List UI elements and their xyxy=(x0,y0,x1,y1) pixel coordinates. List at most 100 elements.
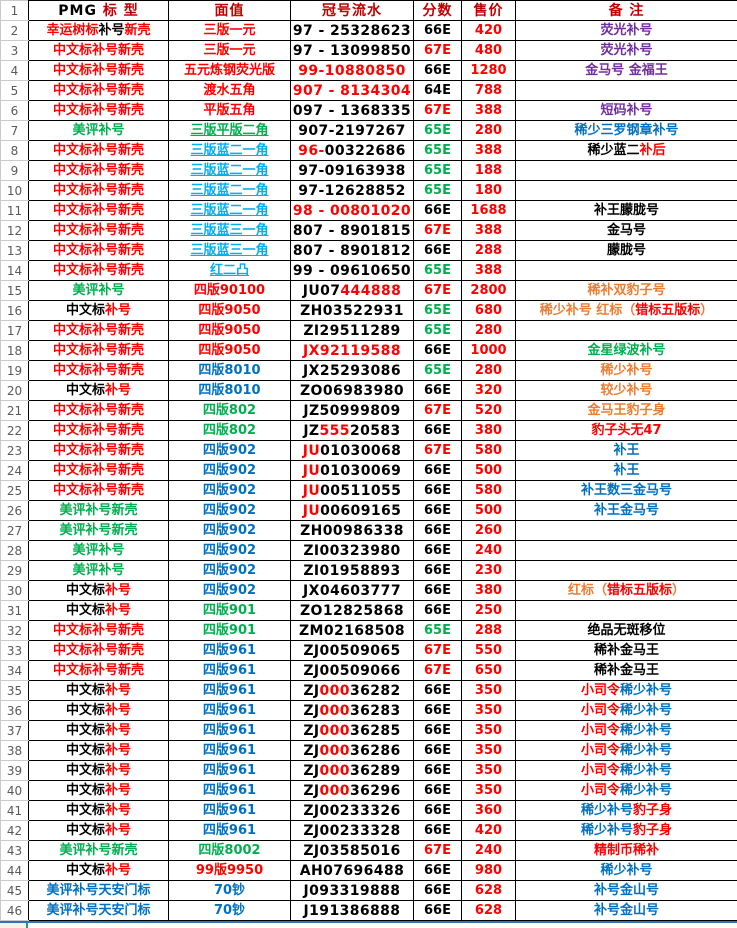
type-cell[interactable]: 中文标补号新壳 xyxy=(28,60,169,81)
denom-cell[interactable]: 四版8010 xyxy=(168,360,291,381)
row-number[interactable]: 8 xyxy=(0,140,29,161)
serial-cell[interactable]: ZJ00509066 xyxy=(290,660,414,681)
type-cell[interactable]: 美评补号 xyxy=(28,560,169,581)
price-cell[interactable]: 520 xyxy=(461,400,516,421)
score-cell[interactable]: 66E xyxy=(413,500,462,521)
type-cell[interactable]: 幸运树标补号新壳 xyxy=(28,20,169,41)
denom-cell[interactable]: 70钞 xyxy=(168,880,291,901)
type-cell[interactable]: 中文标补号 xyxy=(28,300,169,321)
serial-cell[interactable]: AH07696488 xyxy=(290,860,414,881)
denom-cell[interactable]: 四版961 xyxy=(168,800,291,821)
note-cell[interactable]: 荧光补号 xyxy=(515,20,737,41)
type-cell[interactable]: 中文标补号新壳 xyxy=(28,480,169,501)
price-cell[interactable]: 380 xyxy=(461,580,516,601)
denom-cell[interactable]: 四版961 xyxy=(168,680,291,701)
score-cell[interactable]: 66E xyxy=(413,880,462,901)
serial-cell[interactable]: ZO12825868 xyxy=(290,600,414,621)
score-cell[interactable]: 65E xyxy=(413,320,462,341)
denom-cell[interactable]: 红二凸 xyxy=(168,260,291,281)
denom-cell[interactable]: 四版902 xyxy=(168,500,291,521)
note-cell[interactable]: 小司令稀少补号 xyxy=(515,680,737,701)
score-cell[interactable]: 65E xyxy=(413,140,462,161)
price-cell[interactable]: 188 xyxy=(461,160,516,181)
row-number[interactable]: 41 xyxy=(0,800,29,821)
type-cell[interactable]: 美评补号 xyxy=(28,120,169,141)
row-number[interactable]: 24 xyxy=(0,460,29,481)
row-number[interactable]: 28 xyxy=(0,540,29,561)
note-cell[interactable] xyxy=(515,600,737,621)
note-cell[interactable]: 豹子头无47 xyxy=(515,420,737,441)
price-cell[interactable]: 580 xyxy=(461,440,516,461)
serial-cell[interactable]: ZJ00036283 xyxy=(290,700,414,721)
column-header-denom[interactable]: 面值 xyxy=(168,0,291,21)
denom-cell[interactable]: 99版9950 xyxy=(168,860,291,881)
price-cell[interactable]: 250 xyxy=(461,600,516,621)
price-cell[interactable]: 1688 xyxy=(461,200,516,221)
type-cell[interactable]: 中文标补号新壳 xyxy=(28,40,169,61)
note-cell[interactable]: 稀少补号豹子身 xyxy=(515,800,737,821)
price-cell[interactable]: 240 xyxy=(461,840,516,861)
price-cell[interactable]: 260 xyxy=(461,520,516,541)
price-cell[interactable]: 650 xyxy=(461,660,516,681)
column-header-price[interactable]: 售价 xyxy=(461,0,516,21)
denom-cell[interactable]: 平版五角 xyxy=(168,100,291,121)
type-cell[interactable]: 中文标补号新壳 xyxy=(28,200,169,221)
type-cell[interactable]: 美评补号天安门标 xyxy=(28,880,169,901)
type-cell[interactable]: 中文标补号新壳 xyxy=(28,320,169,341)
denom-cell[interactable]: 四版9050 xyxy=(168,320,291,341)
row-number[interactable]: 33 xyxy=(0,640,29,661)
row-number[interactable]: 16 xyxy=(0,300,29,321)
price-cell[interactable]: 420 xyxy=(461,820,516,841)
serial-cell[interactable]: 97 - 13099850 xyxy=(290,40,414,61)
denom-cell[interactable]: 四版802 xyxy=(168,400,291,421)
type-cell[interactable]: 中文标补号 xyxy=(28,860,169,881)
price-cell[interactable]: 388 xyxy=(461,220,516,241)
serial-cell[interactable]: ZJ03585016 xyxy=(290,840,414,861)
score-cell[interactable]: 65E xyxy=(413,620,462,641)
type-cell[interactable]: 美评补号新壳 xyxy=(28,520,169,541)
score-cell[interactable]: 66E xyxy=(413,240,462,261)
serial-cell[interactable]: ZJ00036286 xyxy=(290,740,414,761)
row-number[interactable]: 7 xyxy=(0,120,29,141)
type-cell[interactable]: 中文标补号新壳 xyxy=(28,240,169,261)
score-cell[interactable]: 66E xyxy=(413,700,462,721)
serial-cell[interactable]: JX25293086 xyxy=(290,360,414,381)
type-cell[interactable]: 中文标补号新壳 xyxy=(28,160,169,181)
row-number[interactable]: 38 xyxy=(0,740,29,761)
note-cell[interactable] xyxy=(515,80,737,101)
denom-cell[interactable]: 四版902 xyxy=(168,520,291,541)
score-cell[interactable]: 66E xyxy=(413,20,462,41)
serial-cell[interactable]: ZJ00233328 xyxy=(290,820,414,841)
score-cell[interactable]: 67E xyxy=(413,100,462,121)
type-cell[interactable]: 中文标补号新壳 xyxy=(28,640,169,661)
type-cell[interactable]: 中文标补号新壳 xyxy=(28,460,169,481)
price-cell[interactable]: 280 xyxy=(461,320,516,341)
denom-cell[interactable]: 四版961 xyxy=(168,700,291,721)
score-cell[interactable]: 66E xyxy=(413,520,462,541)
row-number[interactable]: 42 xyxy=(0,820,29,841)
price-cell[interactable]: 240 xyxy=(461,540,516,561)
denom-cell[interactable]: 三版一元 xyxy=(168,20,291,41)
score-cell[interactable]: 66E xyxy=(413,200,462,221)
note-cell[interactable]: 绝品无斑移位 xyxy=(515,620,737,641)
column-header-note[interactable]: 备 注 xyxy=(515,0,737,21)
type-cell[interactable]: 中文标补号新壳 xyxy=(28,220,169,241)
serial-cell[interactable]: 907 - 8134304 xyxy=(290,80,414,101)
row-number[interactable]: 3 xyxy=(0,40,29,61)
price-cell[interactable]: 680 xyxy=(461,300,516,321)
denom-cell[interactable]: 四版902 xyxy=(168,540,291,561)
denom-cell[interactable]: 三版蓝二一角 xyxy=(168,160,291,181)
denom-cell[interactable]: 四版961 xyxy=(168,740,291,761)
row-number[interactable]: 18 xyxy=(0,340,29,361)
score-cell[interactable]: 66E xyxy=(413,540,462,561)
type-cell[interactable]: 中文标补号新壳 xyxy=(28,260,169,281)
denom-cell[interactable]: 四版961 xyxy=(168,720,291,741)
denom-cell[interactable]: 四版90100 xyxy=(168,280,291,301)
note-cell[interactable]: 金马号 xyxy=(515,220,737,241)
type-cell[interactable]: 中文标补号 xyxy=(28,700,169,721)
serial-cell[interactable]: 97-12628852 xyxy=(290,180,414,201)
row-number[interactable]: 31 xyxy=(0,600,29,621)
score-cell[interactable]: 66E xyxy=(413,800,462,821)
denom-cell[interactable]: 三版蓝三一角 xyxy=(168,220,291,241)
score-cell[interactable]: 66E xyxy=(413,460,462,481)
